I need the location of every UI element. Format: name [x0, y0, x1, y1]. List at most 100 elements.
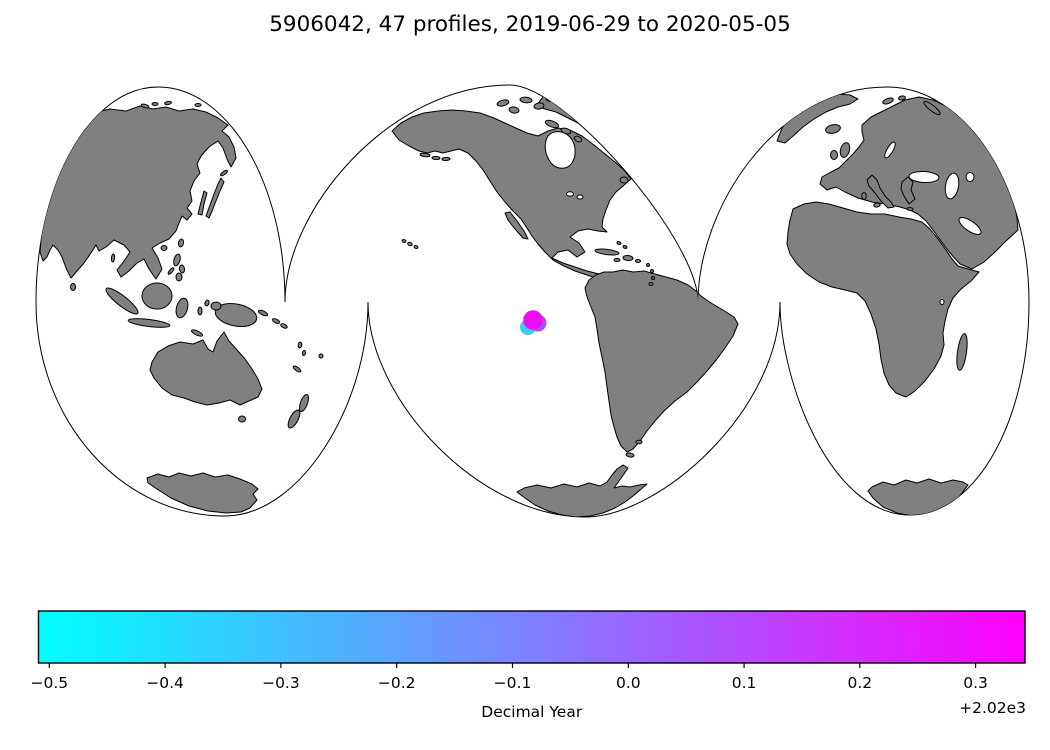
island-canadian-arctic-1: [496, 99, 510, 107]
island-sulawesi: [175, 297, 189, 319]
lake-great-lake-west: [566, 191, 574, 197]
island-taiwan: [177, 238, 185, 248]
island-puerto-rico: [634, 259, 642, 263]
island-canadian-arctic-2: [508, 106, 520, 114]
island-sumatra: [105, 287, 139, 315]
lake-black-sea: [908, 170, 940, 184]
island-nz-south-island: [287, 409, 301, 429]
island-new-siberian: [164, 100, 172, 106]
lake-hudson-bay: [544, 131, 576, 169]
plot-title: 5906042, 47 profiles, 2019-06-29 to 2020…: [269, 12, 791, 37]
island-aleutian-1: [419, 152, 431, 158]
world-map: [35, 84, 1030, 518]
island-wrangel: [194, 103, 202, 107]
colorbar-tick-label-−0.1: −0.1: [494, 674, 532, 692]
island-hainan: [160, 245, 168, 251]
island-kuril: [220, 169, 228, 177]
island-borneo: [141, 282, 173, 310]
land-antarctica-center-lobe: [516, 464, 648, 517]
land-africa: [786, 201, 980, 398]
island-birds-head: [210, 301, 222, 311]
land-asia: [39, 105, 237, 280]
lake-caspian-sea: [944, 172, 960, 200]
island-baffin-1: [544, 119, 560, 129]
island-iceland: [825, 124, 841, 134]
island-madagascar: [956, 333, 968, 371]
island-newfoundland: [619, 176, 629, 184]
colorbar-gradient-bar: [38, 611, 1025, 663]
island-svalbard-1: [882, 97, 894, 105]
island-hispaniola: [622, 254, 634, 262]
island-palawan: [167, 267, 175, 275]
land-group: [39, 87, 1019, 517]
island-new-britain: [257, 309, 269, 317]
colorbar-xlabel: Decimal Year: [481, 703, 583, 721]
island-arctic-russia-1: [140, 103, 150, 109]
land-japan: [205, 177, 225, 219]
lake-lake-victoria: [939, 299, 945, 305]
island-bahamas-2: [622, 245, 628, 249]
land-sakhalin: [197, 190, 208, 216]
island-aleutian-3: [441, 156, 451, 162]
colorbar-tick-label-0.2: 0.2: [847, 674, 872, 692]
land-baja-california: [504, 211, 529, 240]
island-novaya-zemlya: [923, 100, 941, 116]
lake-baltic-sea: [884, 141, 896, 159]
island-mindanao: [175, 272, 183, 282]
island-visayas: [178, 264, 186, 274]
lake-great-lake-east: [576, 194, 584, 200]
island-moluccas-1: [197, 306, 203, 316]
colorbar-frame: [37, 610, 1026, 664]
island-luzon: [173, 253, 181, 267]
island-fiji: [318, 353, 324, 359]
island-hawaii-2: [407, 241, 413, 247]
island-ireland: [830, 150, 838, 160]
island-tasmania: [238, 415, 246, 423]
island-moluccas-2: [204, 299, 210, 307]
island-svalbard-2: [898, 95, 906, 101]
colorbar-tick-label-−0.3: −0.3: [262, 674, 300, 692]
island-hawaii-1: [401, 239, 407, 243]
island-vanuatu-1: [297, 341, 303, 349]
land-south-america: [584, 269, 739, 453]
island-nz-north-island: [298, 393, 310, 413]
float-marker: [520, 310, 547, 335]
island-antilles-2: [650, 269, 654, 273]
island-cuba: [594, 248, 620, 256]
island-aleutian-2: [431, 155, 441, 161]
island-antilles-3: [651, 276, 655, 280]
lake-aral-sea: [965, 172, 975, 182]
island-sicily: [873, 202, 881, 208]
island-great-britain: [839, 142, 851, 158]
colorbar-tick-label-0.0: 0.0: [616, 674, 641, 692]
island-sardinia: [861, 192, 867, 200]
colorbar-tick-label-−0.5: −0.5: [30, 674, 68, 692]
island-tierra-del-fuego: [625, 452, 635, 458]
land-antarctica-right-lobe: [867, 478, 969, 517]
island-andaman: [110, 253, 116, 263]
colorbar-tick-label-0.1: 0.1: [732, 674, 757, 692]
island-bahamas-1: [616, 241, 622, 245]
island-arctic-russia-2: [151, 102, 159, 106]
island-timor: [190, 329, 204, 337]
island-trinidad: [648, 282, 654, 286]
island-crete: [906, 207, 914, 211]
land-australia: [149, 331, 263, 406]
colorbar-offset-label: +2.02e3: [959, 699, 1026, 717]
island-canadian-arctic-4: [533, 102, 545, 110]
island-jamaica: [613, 258, 621, 262]
land-antarctica-left-lobe: [146, 472, 259, 514]
island-solomon-2: [280, 323, 288, 329]
colorbar: −0.5 −0.4 −0.3 −0.2 −0.1 0.0 0.1 0.2 0.3 Decimal…: [30, 610, 1026, 721]
colorbar-ticks: −0.5 −0.4 −0.3 −0.2 −0.1 0.0 0.1 0.2 0.3: [30, 663, 988, 692]
colorbar-tick-label-−0.4: −0.4: [146, 674, 184, 692]
island-java: [127, 318, 171, 328]
island-sri-lanka: [70, 283, 76, 291]
colorbar-tick-label-−0.2: −0.2: [378, 674, 416, 692]
lake-persian-gulf: [958, 216, 982, 236]
colorbar-tick-label-0.3: 0.3: [963, 674, 988, 692]
island-baffin-3: [573, 135, 583, 143]
island-new-caledonia: [292, 365, 302, 373]
island-solomon-1: [271, 318, 281, 324]
